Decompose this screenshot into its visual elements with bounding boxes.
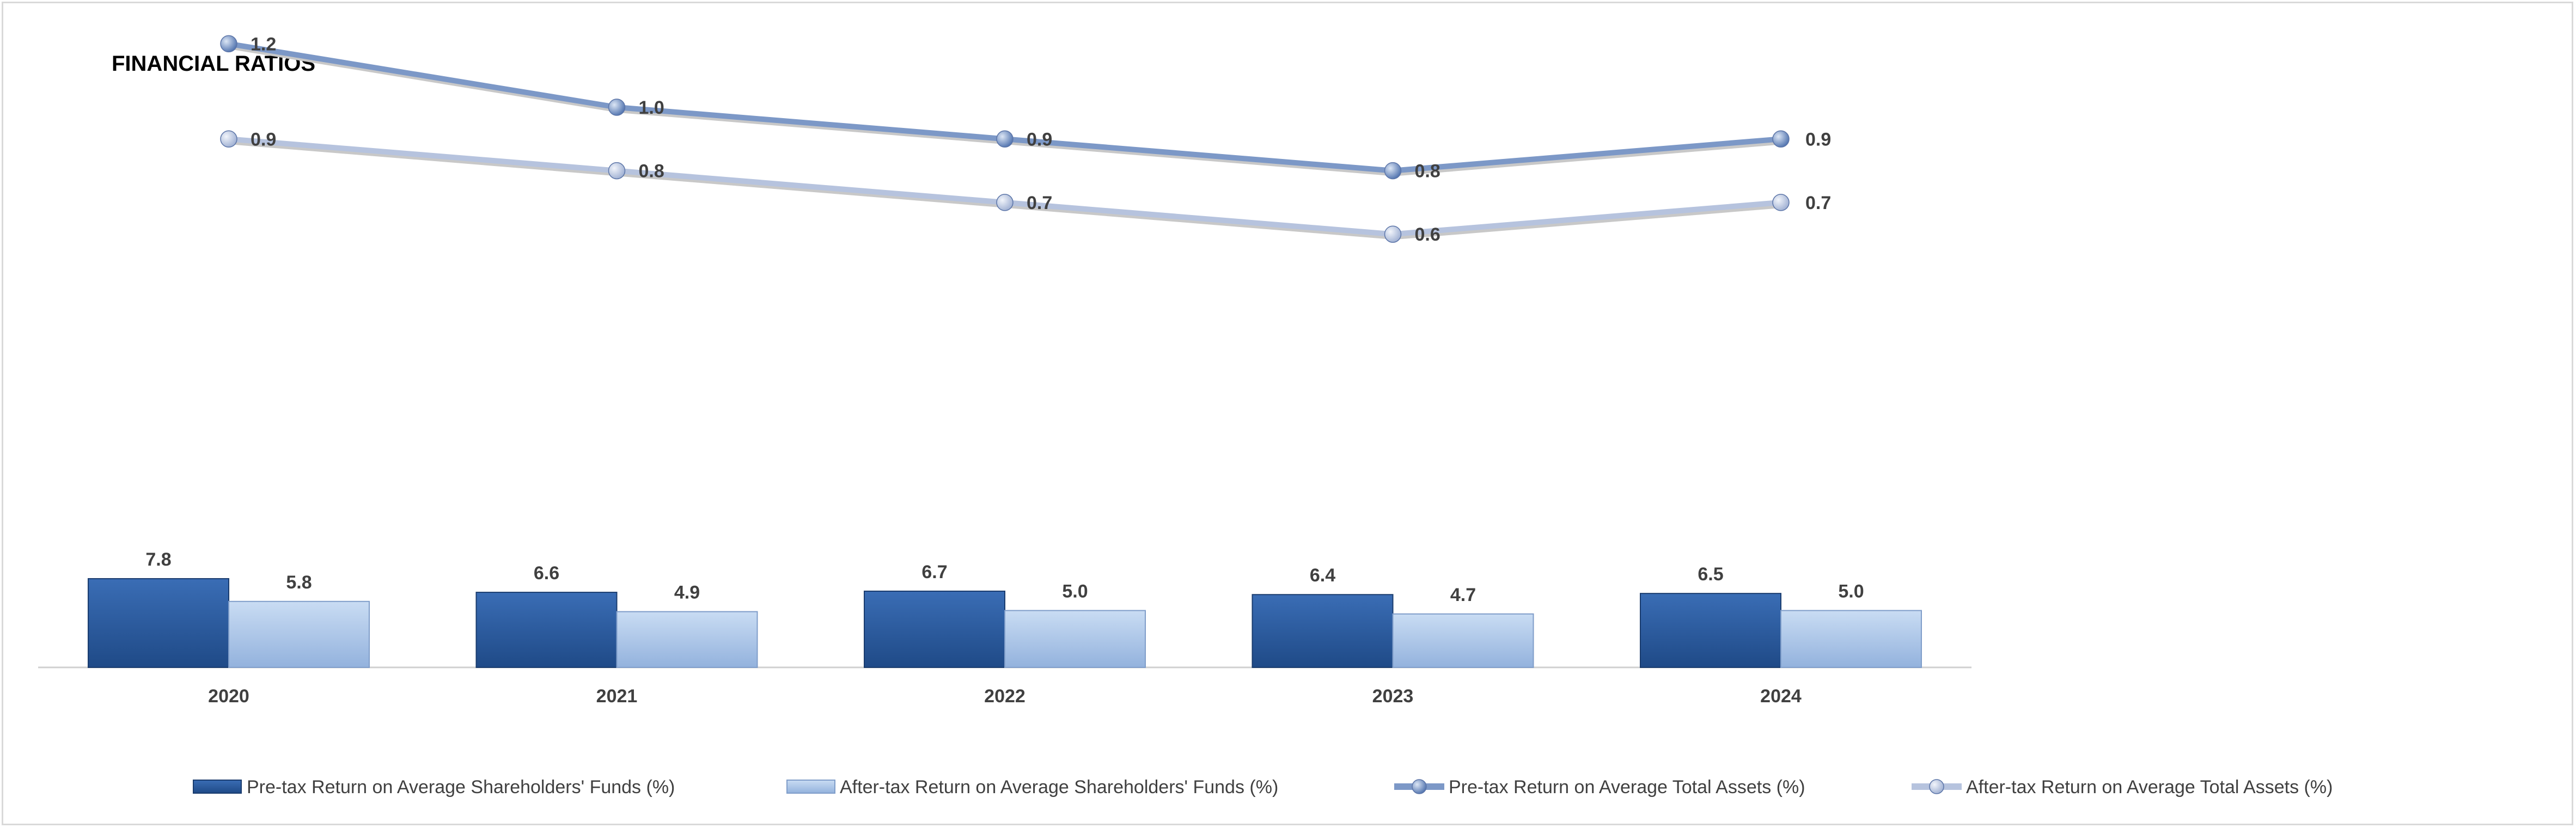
bar-data-label: 5.8 xyxy=(286,572,312,593)
x-tick-label-2021: 2021 xyxy=(596,686,638,707)
legend-label-3: After-tax Return on Average Total Assets… xyxy=(1966,777,2333,798)
bar-aftertax-shf-2023 xyxy=(1392,613,1534,668)
bar-data-label: 6.6 xyxy=(534,563,559,584)
line-data-label: 1.0 xyxy=(639,97,664,118)
legend-swatch-0 xyxy=(193,780,242,794)
bar-pretax-shf-2022 xyxy=(864,590,1005,668)
bar-aftertax-shf-2020 xyxy=(228,600,370,668)
x-tick-label-2024: 2024 xyxy=(1760,686,1802,707)
line-data-label: 0.9 xyxy=(1805,129,1831,150)
x-tick-label-2022: 2022 xyxy=(984,686,1025,707)
line-point-aftertax-ta-2021 xyxy=(608,162,626,180)
line-data-label: 0.7 xyxy=(1805,193,1831,213)
x-tick-label-2020: 2020 xyxy=(208,686,249,707)
legend-swatch-marker-2 xyxy=(1412,779,1427,794)
bar-data-label: 6.5 xyxy=(1698,564,1723,585)
line-data-label: 0.8 xyxy=(1415,161,1440,182)
line-point-pretax-ta-2020 xyxy=(220,35,237,53)
bar-aftertax-shf-2022 xyxy=(1004,610,1146,668)
line-pretax-ta xyxy=(228,41,1781,174)
line-point-aftertax-ta-2023 xyxy=(1384,225,1402,243)
legend-label-2: Pre-tax Return on Average Total Assets (… xyxy=(1449,777,1805,798)
line-data-label: 0.7 xyxy=(1027,193,1052,213)
line-data-label: 1.2 xyxy=(251,34,276,54)
bar-data-label: 6.4 xyxy=(1310,565,1335,586)
line-shadow-0 xyxy=(230,44,1783,176)
bar-data-label: 6.7 xyxy=(921,562,947,582)
bar-aftertax-shf-2024 xyxy=(1780,610,1922,668)
legend: Pre-tax Return on Average Shareholders' … xyxy=(193,777,2333,798)
bar-pretax-shf-2020 xyxy=(88,578,229,668)
bar-data-label: 5.0 xyxy=(1062,581,1088,602)
plot-area: 2020 2021 2022 2023 2024 7.8 6.6 6.7 6.4 6.5 5.8 4.… xyxy=(88,34,1922,707)
bar-data-label: 4.7 xyxy=(1450,585,1476,605)
legend-label-1: After-tax Return on Average Shareholders… xyxy=(840,777,1278,798)
legend-swatch-1 xyxy=(786,780,835,794)
x-tick-label-2023: 2023 xyxy=(1372,686,1414,707)
legend-swatch-marker-3 xyxy=(1929,779,1944,794)
line-point-aftertax-ta-2020 xyxy=(220,130,237,148)
line-point-pretax-ta-2023 xyxy=(1384,162,1402,180)
bar-data-label: 5.0 xyxy=(1838,581,1864,602)
line-data-label: 0.8 xyxy=(639,161,664,182)
line-point-pretax-ta-2024 xyxy=(1772,130,1790,148)
line-data-label: 0.6 xyxy=(1415,224,1440,245)
line-aftertax-ta xyxy=(228,136,1781,237)
bar-pretax-shf-2023 xyxy=(1252,594,1394,668)
line-data-label: 0.9 xyxy=(1027,129,1052,150)
bar-data-label: 4.9 xyxy=(674,582,700,603)
line-data-label: 0.9 xyxy=(251,129,276,150)
line-point-aftertax-ta-2022 xyxy=(996,194,1014,211)
bar-pretax-shf-2021 xyxy=(475,592,618,668)
bar-aftertax-shf-2021 xyxy=(616,611,758,668)
line-point-pretax-ta-2022 xyxy=(996,130,1014,148)
line-point-pretax-ta-2021 xyxy=(608,99,626,116)
legend-label-0: Pre-tax Return on Average Shareholders' … xyxy=(247,777,675,798)
bar-pretax-shf-2024 xyxy=(1640,593,1781,668)
bar-data-label: 7.8 xyxy=(145,549,171,570)
line-point-aftertax-ta-2024 xyxy=(1772,194,1790,211)
